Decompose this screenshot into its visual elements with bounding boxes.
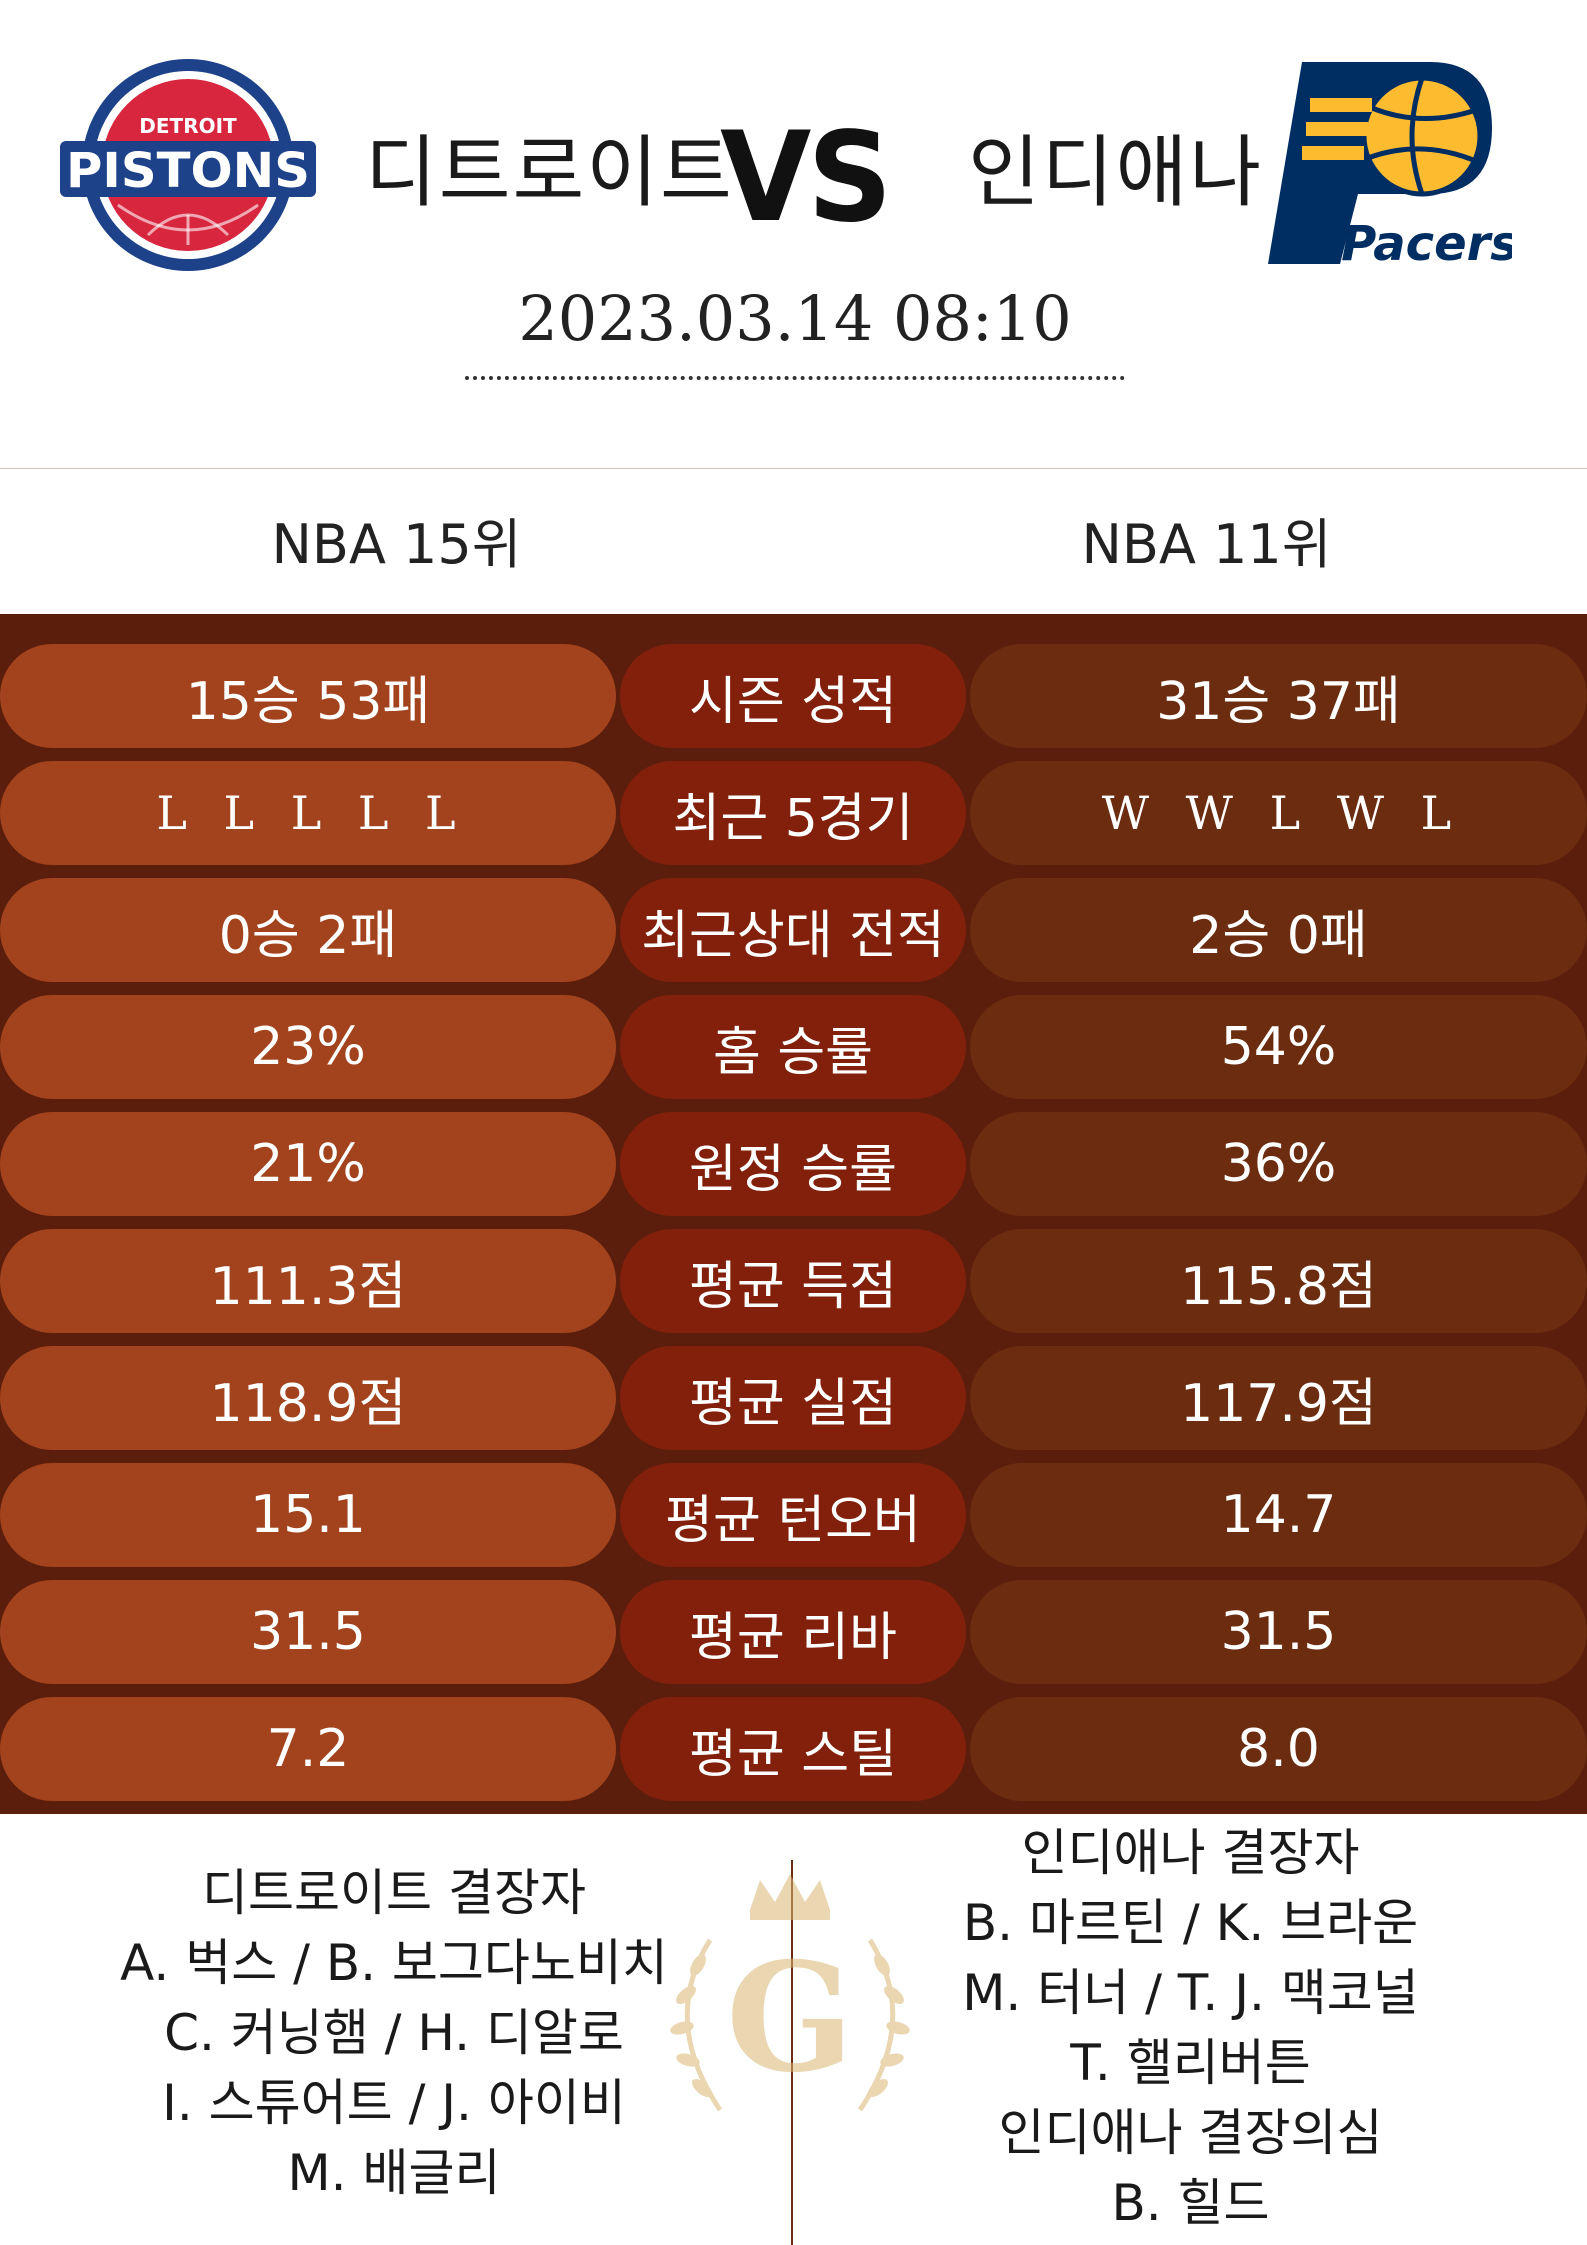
away-stat: 54%	[970, 995, 1587, 1099]
home-absentee-line: M. 배글리	[287, 2144, 501, 2202]
pacers-logo-text: Pacers	[1341, 216, 1512, 272]
home-absentee-line: A. 벅스 / B. 보그다노비치	[120, 1934, 668, 1992]
home-stat: 111.3점	[0, 1229, 616, 1333]
pacers-logo: Pacers	[1268, 62, 1512, 272]
away-stat: 2승 0패	[970, 878, 1587, 982]
stat-row-avg-turnovers: 15.1 평균 턴오버 14.7	[0, 1463, 1587, 1567]
match-datetime: 2023.03.14 08:10	[518, 282, 1072, 355]
crown-laurel-watermark-icon: G	[670, 1874, 910, 2112]
stat-label: 평균 턴오버	[620, 1463, 966, 1567]
home-stat: 31.5	[0, 1580, 616, 1684]
stat-label: 원정 승률	[620, 1112, 966, 1216]
datetime-underline	[465, 376, 1125, 380]
home-absentee-line: I. 스튜어트 / J. 아이비	[162, 2074, 626, 2132]
stat-row-avg-points: 111.3점 평균 득점 115.8점	[0, 1229, 1587, 1333]
home-absentee-line: C. 커닝햄 / H. 디알로	[164, 2004, 624, 2062]
away-stat: 36%	[970, 1112, 1587, 1216]
away-absentees-panel: 인디애나 결장자 B. 마르틴 / K. 브라운 M. 터너 / T. J. 맥…	[794, 1818, 1587, 2245]
home-stat: L L L L L	[0, 761, 616, 865]
stat-row-head-to-head: 0승 2패 최근상대 전적 2승 0패	[0, 878, 1587, 982]
away-stat: 14.7	[970, 1463, 1587, 1567]
home-stat: 23%	[0, 995, 616, 1099]
stat-label: 최근 5경기	[620, 761, 966, 865]
stat-row-away-win-rate: 21% 원정 승률 36%	[0, 1112, 1587, 1216]
stat-row-avg-steals: 7.2 평균 스틸 8.0	[0, 1697, 1587, 1801]
away-absentee-line: B. 마르틴 / K. 브라운	[962, 1894, 1419, 1952]
pistons-logo-main-text: PISTONS	[66, 143, 310, 199]
away-stat: 31승 37패	[970, 644, 1587, 748]
stat-label: 홈 승률	[620, 995, 966, 1099]
home-stat: 7.2	[0, 1697, 616, 1801]
pistons-logo: DETROIT PISTONS	[60, 59, 316, 271]
stat-label: 평균 득점	[620, 1229, 966, 1333]
away-stat: 117.9점	[970, 1346, 1587, 1450]
match-header: DETROIT PISTONS 디트로이트 VS 인디애나 Pacers 202…	[0, 0, 1587, 576]
stats-table: 15승 53패 시즌 성적 31승 37패 L L L L L 최근 5경기 W…	[0, 614, 1587, 1814]
away-questionable-title: 인디애나 결장의심	[998, 2104, 1383, 2162]
home-stat: 15승 53패	[0, 644, 616, 748]
away-rank: NBA 11위	[1081, 513, 1332, 576]
stat-row-last-5: L L L L L 최근 5경기 W W L W L	[0, 761, 1587, 865]
watermark-letter: G	[726, 1930, 854, 2106]
stat-label: 평균 리바	[620, 1580, 966, 1684]
away-absentee-line: M. 터너 / T. J. 맥코널	[962, 1964, 1419, 2022]
stat-row-home-win-rate: 23% 홈 승률 54%	[0, 995, 1587, 1099]
rank-divider	[0, 468, 1587, 469]
vs-label: VS	[720, 104, 892, 250]
away-stat: 31.5	[970, 1580, 1587, 1684]
home-stat: 15.1	[0, 1463, 616, 1567]
home-stat: 118.9점	[0, 1346, 616, 1450]
away-stat: 8.0	[970, 1697, 1587, 1801]
home-absentees-panel: 디트로이트 결장자 A. 벅스 / B. 보그다노비치 C. 커닝햄 / H. …	[0, 1818, 788, 2245]
stat-label: 평균 스틸	[620, 1697, 966, 1801]
home-rank: NBA 15위	[271, 513, 522, 576]
home-absentees-title: 디트로이트 결장자	[202, 1864, 586, 1922]
stat-row-avg-rebounds: 31.5 평균 리바 31.5	[0, 1580, 1587, 1684]
away-team-name: 인디애나	[968, 128, 1264, 218]
away-stat: W W L W L	[970, 761, 1587, 865]
away-absentees-title: 인디애나 결장자	[1021, 1824, 1360, 1882]
stat-label: 최근상대 전적	[620, 878, 966, 982]
pistons-logo-top-text: DETROIT	[139, 114, 237, 138]
absentees-divider	[791, 1860, 793, 2245]
stat-label: 평균 실점	[620, 1346, 966, 1450]
stat-row-avg-allowed: 118.9점 평균 실점 117.9점	[0, 1346, 1587, 1450]
stat-label: 시즌 성적	[620, 644, 966, 748]
home-stat: 0승 2패	[0, 878, 616, 982]
home-team-name: 디트로이트	[365, 128, 734, 218]
home-stat: 21%	[0, 1112, 616, 1216]
away-absentee-line: B. 힐드	[1111, 2174, 1270, 2232]
away-stat: 115.8점	[970, 1229, 1587, 1333]
away-absentee-line: T. 핼리버튼	[1070, 2034, 1311, 2092]
stat-row-season-record: 15승 53패 시즌 성적 31승 37패	[0, 644, 1587, 748]
